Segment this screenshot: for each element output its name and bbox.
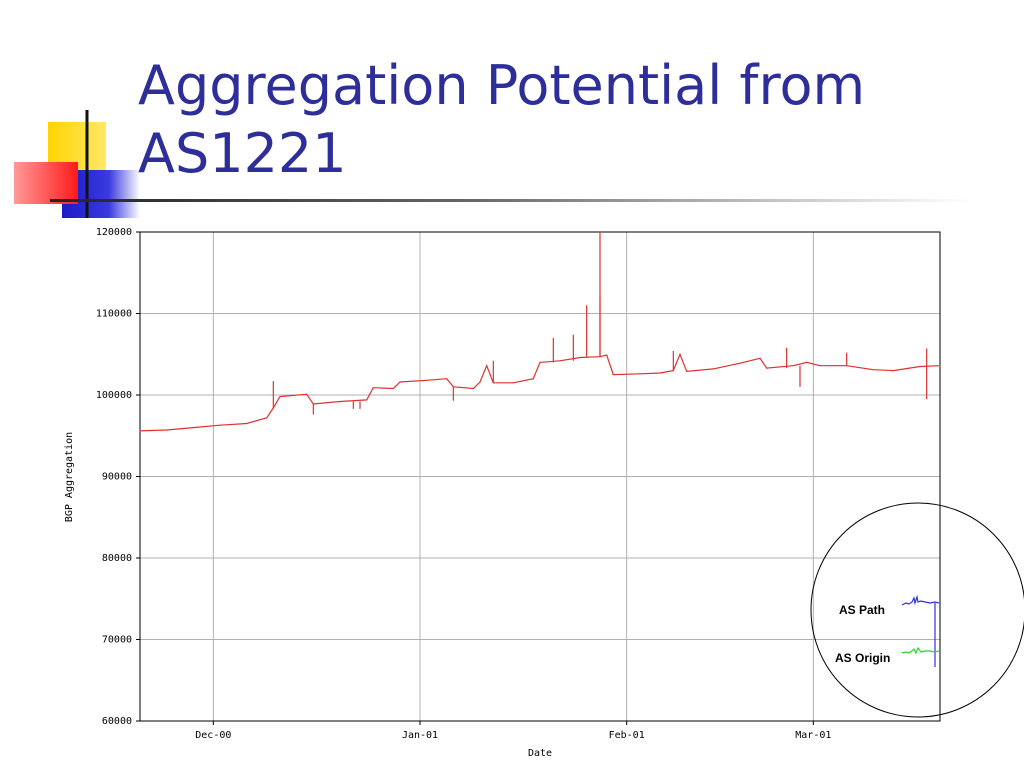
series-point-0-5 (266, 417, 268, 419)
series-point-0-45 (919, 365, 921, 368)
series-layer (139, 232, 941, 432)
legend-as-path-line (901, 594, 940, 606)
legend-as-origin-line (901, 646, 940, 655)
series-point-0-28 (606, 354, 608, 356)
series-point-0-41 (819, 365, 821, 367)
y-tick-label-6: 120000 (96, 227, 132, 238)
series-point-0-11 (366, 399, 368, 401)
y-tick-label-0: 60000 (102, 716, 132, 727)
series-point-0-12 (372, 387, 374, 389)
series-point-0-25 (559, 360, 561, 362)
decorative-squares (14, 110, 970, 218)
x-axis-label: Date (528, 748, 552, 759)
series-point-0-43 (872, 369, 874, 371)
x-tick-labels: Dec-00 Jan-01 Feb-01 Mar-01 (195, 721, 831, 741)
series-point-0-29 (612, 374, 614, 376)
x-tick-label-3: Mar-01 (795, 730, 831, 741)
series-point-0-39 (792, 365, 794, 367)
series-point-0-46 (939, 365, 941, 367)
series-point-0-40 (806, 361, 808, 363)
series-point-0-33 (679, 353, 681, 355)
legend-as-path-label: AS Path (839, 603, 885, 617)
y-tick-label-5: 110000 (96, 309, 132, 320)
series-point-0-22 (512, 382, 514, 384)
series-point-0-23 (532, 378, 534, 380)
series-point-0-38 (766, 367, 768, 369)
series-point-0-37 (759, 357, 761, 359)
deco-red-square (14, 162, 78, 204)
series-point-0-24 (539, 361, 541, 363)
series-point-0-16 (446, 378, 448, 380)
y-tick-label-4: 100000 (96, 390, 132, 401)
y-tick-label-3: 90000 (102, 472, 132, 483)
series-point-0-0 (139, 430, 141, 432)
y-tick-label-2: 80000 (102, 553, 132, 564)
series-point-0-3 (219, 424, 221, 426)
series-point-0-30 (639, 373, 641, 375)
x-tick-label-1: Jan-01 (402, 730, 438, 741)
slide-title-line-2: AS1221 (138, 122, 347, 185)
series-point-0-4 (246, 422, 248, 425)
series-point-0-44 (892, 370, 894, 372)
series-point-0-10 (339, 400, 341, 403)
series-point-0-26 (579, 356, 581, 359)
series-point-0-15 (426, 379, 428, 381)
slide-title-line-1: Aggregation Potential from (138, 54, 866, 117)
series-point-0-36 (739, 362, 741, 364)
series-point-0-18 (472, 387, 474, 390)
series-point-0-20 (486, 365, 488, 367)
y-axis-label: BGP Aggregation (64, 432, 75, 522)
series-point-0-35 (712, 368, 714, 370)
highlight-ellipse (810, 502, 1024, 718)
x-tick-label-0: Dec-00 (195, 730, 231, 741)
series-point-0-14 (399, 381, 401, 383)
series-point-0-8 (306, 393, 308, 395)
series-point-0-13 (392, 387, 394, 390)
inset-legend: AS Path AS Origin (810, 502, 1024, 718)
legend-as-origin-label: AS Origin (835, 651, 890, 665)
series-point-0-19 (479, 381, 481, 383)
title-underline (50, 199, 970, 202)
grid-lines (140, 232, 940, 721)
y-tick-label-1: 70000 (102, 635, 132, 646)
series-point-0-1 (166, 429, 168, 431)
x-tick-label-2: Feb-01 (609, 730, 645, 741)
y-tick-labels: 60000 70000 80000 90000 100000 110000 120000 (96, 227, 140, 727)
series-point-0-31 (659, 372, 661, 374)
slide-title: Aggregation Potential from AS1221 (138, 52, 998, 188)
series-point-0-7 (279, 396, 281, 398)
series-point-0-2 (192, 427, 194, 429)
series-point-0-34 (686, 370, 688, 372)
